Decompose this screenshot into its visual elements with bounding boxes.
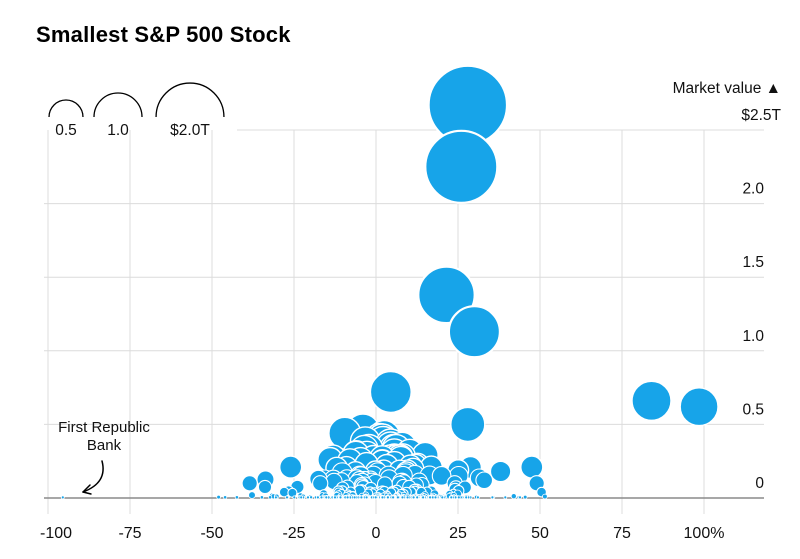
bubble (369, 370, 412, 414)
bubble (679, 387, 719, 427)
bubble (359, 495, 364, 500)
annotation-arrowhead (82, 484, 92, 495)
bubble (464, 495, 469, 500)
chart-title: Smallest S&P 500 Stock (36, 22, 291, 47)
bubble (489, 460, 512, 483)
bubble (259, 495, 264, 500)
y-tick-label: 0 (755, 475, 764, 492)
bubble (333, 495, 337, 500)
bubble (510, 493, 517, 500)
bubbles (60, 64, 719, 500)
bubble (380, 495, 385, 500)
bubble (299, 495, 304, 500)
bubble (352, 495, 357, 500)
bubble (503, 495, 508, 500)
bubble (287, 487, 298, 498)
bubble (431, 466, 452, 486)
x-tick-label: 75 (613, 525, 631, 542)
bubble (385, 495, 390, 500)
bubble (631, 380, 672, 421)
bubble (315, 495, 320, 500)
bubble (518, 495, 522, 500)
bubble (421, 495, 426, 500)
bubble (520, 455, 544, 479)
bubble (447, 305, 501, 359)
y-axis-title: Market value ▲ (673, 80, 781, 97)
y-tick-label: 0.5 (742, 401, 764, 418)
legend-label: $2.0T (170, 122, 210, 139)
x-tick-label: 25 (449, 525, 467, 542)
bubble (449, 495, 454, 500)
bubble (312, 475, 329, 492)
bubble (450, 406, 486, 443)
bubble (345, 495, 350, 500)
x-tick-label: 100% (684, 525, 725, 542)
annotation-arrow (82, 460, 104, 493)
bubble (267, 495, 273, 500)
bubble (273, 495, 278, 500)
bubble (241, 475, 258, 492)
bubble (542, 493, 548, 500)
annotation-text: First Republic (58, 419, 150, 436)
legend-arc (93, 92, 143, 118)
x-tick-label: -75 (118, 525, 141, 542)
bubble (257, 479, 273, 495)
legend-label: 1.0 (107, 122, 129, 139)
x-tick-label: 0 (372, 525, 381, 542)
legend-arc (155, 82, 225, 118)
bubble (490, 495, 495, 500)
bubble (424, 129, 499, 204)
bubble-size-legend: 0.5 1.0 $2.0T (48, 82, 225, 139)
annotation-text: Bank (87, 437, 122, 454)
x-tick-label: -50 (200, 525, 223, 542)
y-tick-label: 2.0 (742, 181, 764, 198)
bubble (373, 495, 378, 500)
bubble (411, 495, 416, 500)
x-tick-label: 50 (531, 525, 549, 542)
y-tick-label: 1.5 (742, 254, 764, 271)
bubble (306, 495, 310, 500)
bubble (456, 495, 461, 500)
legend-arc (48, 99, 84, 118)
bubble (319, 495, 324, 500)
x-axis-labels: -100 -75 -50 -25 0 25 50 75 100% (40, 525, 724, 542)
bubble (223, 495, 228, 500)
y-tick-label: 1.0 (742, 328, 764, 345)
bubble (475, 495, 480, 500)
y-tick-label: $2.5T (741, 107, 781, 124)
bubble (248, 491, 256, 499)
bubble (433, 495, 438, 500)
bubble (522, 494, 528, 500)
bubble (364, 495, 369, 500)
bubble (285, 495, 289, 500)
bubble (60, 495, 65, 500)
bubble (279, 455, 303, 479)
bubble (292, 495, 297, 500)
bubble (405, 495, 410, 500)
bubble (415, 495, 420, 500)
bubble (400, 495, 405, 500)
bubble (475, 471, 494, 490)
bubble (234, 495, 239, 500)
bubble (391, 495, 396, 500)
bubble (395, 495, 400, 500)
bubble (216, 494, 221, 500)
x-tick-label: -25 (282, 525, 305, 542)
legend-label: 0.5 (55, 122, 77, 139)
y-axis-labels: Market value ▲ $2.5T 2.0 1.5 1.0 0.5 0 (673, 80, 782, 492)
bubble (338, 495, 343, 500)
bubble (309, 495, 314, 500)
bubble (324, 495, 329, 500)
bubble (440, 495, 445, 500)
x-tick-label: -100 (40, 525, 72, 542)
